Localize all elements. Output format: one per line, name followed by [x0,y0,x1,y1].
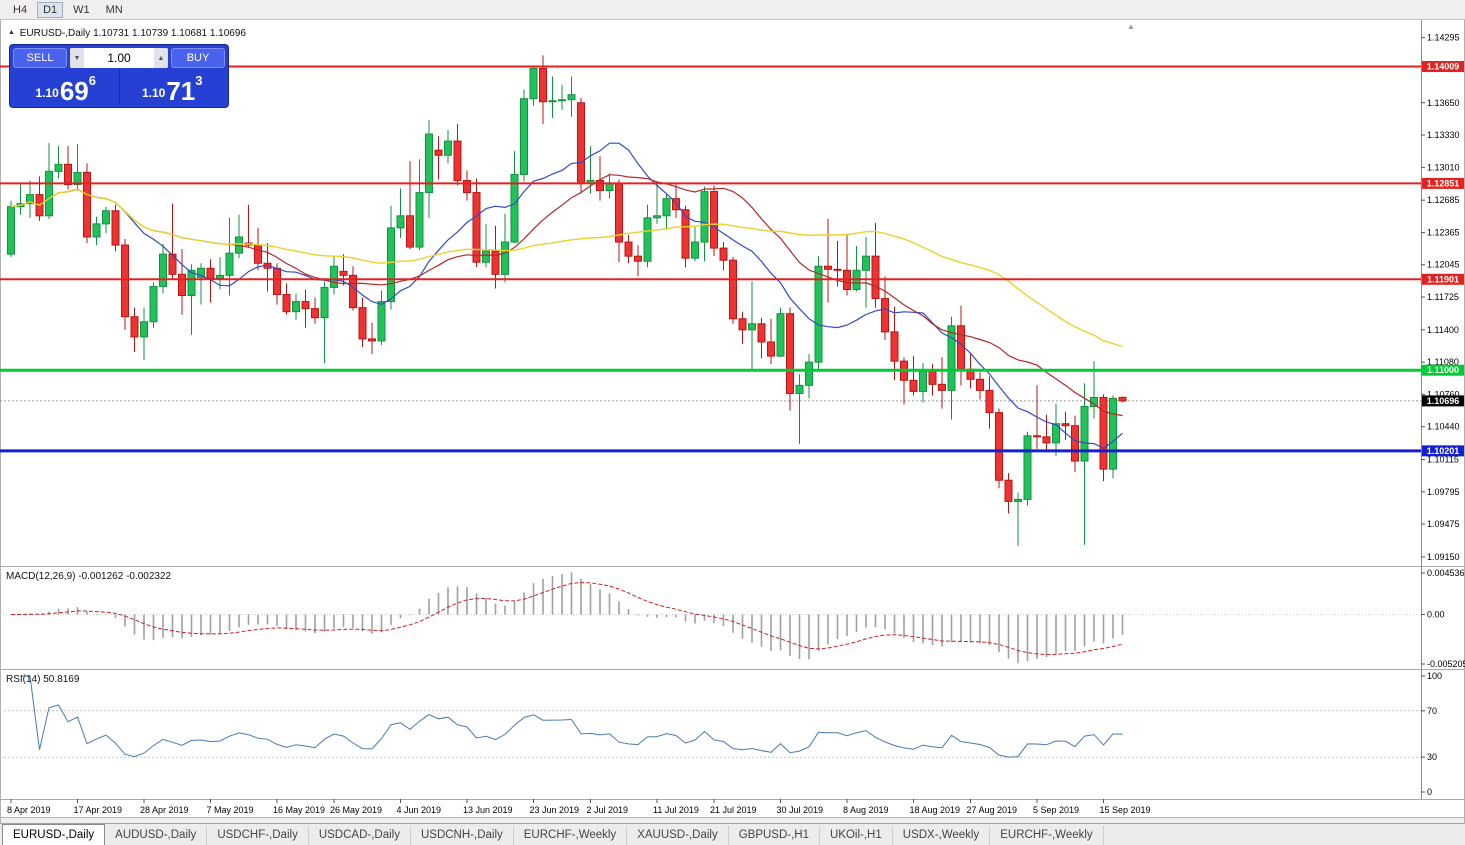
chart-tab-ukoil-h1[interactable]: UKOil-,H1 [820,826,893,845]
bid-price-big-digits: 69 [59,76,89,106]
svg-text:1.12685: 1.12685 [1427,195,1460,205]
svg-text:1.10201: 1.10201 [1427,446,1460,456]
svg-text:1.12045: 1.12045 [1427,260,1460,270]
svg-text:1.09150: 1.09150 [1427,552,1460,562]
timeframe-button-mn[interactable]: MN [100,2,129,18]
volume-decrease-button[interactable]: ▼ [70,48,84,68]
svg-text:13 Jun 2019: 13 Jun 2019 [463,805,513,815]
svg-text:21 Jul 2019: 21 Jul 2019 [710,805,757,815]
ask-price-big-digits: 71 [166,76,196,106]
svg-text:8 Aug 2019: 8 Aug 2019 [843,805,889,815]
chart-tabs-bar: EURUSD-,Daily AUDUSD-,Daily USDCHF-,Daily U… [0,823,1465,845]
svg-text:28 Apr 2019: 28 Apr 2019 [140,805,189,815]
volume-input[interactable] [84,48,154,68]
svg-text:0.00: 0.00 [1427,610,1445,620]
timeframe-button-d1[interactable]: D1 [37,1,64,18]
svg-text:18 Aug 2019: 18 Aug 2019 [910,805,961,815]
svg-text:70: 70 [1427,706,1437,716]
svg-text:1.12365: 1.12365 [1427,227,1460,237]
svg-text:1.11080: 1.11080 [1427,357,1459,367]
trade-panel-controls: SELL ▼ ▲ BUY [13,48,225,68]
svg-text:1.10440: 1.10440 [1427,422,1460,432]
svg-text:1.12851: 1.12851 [1427,178,1460,188]
volume-increase-button[interactable]: ▲ [154,48,168,68]
chart-tab-eurchf-weekly-2[interactable]: EURCHF-,Weekly [990,826,1104,845]
chart-shift-marker-icon[interactable]: ▲ [1127,22,1135,31]
svg-text:1.13010: 1.13010 [1427,162,1460,172]
chart-tab-eurusd-daily[interactable]: EURUSD-,Daily [2,824,106,845]
svg-text:1.13650: 1.13650 [1427,98,1460,108]
svg-text:16 May 2019: 16 May 2019 [273,805,325,815]
svg-text:1.11400: 1.11400 [1427,325,1459,335]
chart-symbol-period: EURUSD-,Daily [19,28,91,39]
chart-tab-usdcad-daily[interactable]: USDCAD-,Daily [309,826,411,845]
ask-price-pip-digit: 3 [195,73,203,88]
bid-price-display[interactable]: 1.10 69 6 [13,70,120,104]
svg-text:1.10760: 1.10760 [1427,389,1460,399]
collapse-arrow-icon[interactable]: ▲ [8,29,15,36]
svg-text:1.09475: 1.09475 [1427,519,1460,529]
ask-price-display[interactable]: 1.10 71 3 [120,70,226,104]
sell-button[interactable]: SELL [13,48,67,68]
chart-tab-audusd-daily[interactable]: AUDUSD-,Daily [105,826,208,845]
svg-text:1.11725: 1.11725 [1427,292,1459,302]
svg-text:30 Jul 2019: 30 Jul 2019 [777,805,824,815]
svg-text:1.09795: 1.09795 [1427,487,1460,497]
timeframe-toolbar: H4 D1 W1 MN [0,0,1465,20]
chart-tab-usdchf-daily[interactable]: USDCHF-,Daily [207,826,309,845]
svg-text:7 May 2019: 7 May 2019 [207,805,254,815]
svg-text:23 Jun 2019: 23 Jun 2019 [530,805,580,815]
volume-control: ▼ ▲ [70,48,168,68]
svg-text:30: 30 [1427,752,1437,762]
svg-text:0: 0 [1427,787,1432,797]
svg-text:17 Apr 2019: 17 Apr 2019 [74,805,123,815]
chart-ohlc-readout: 1.10731 1.10739 1.10681 1.10696 [93,28,246,39]
svg-text:27 Aug 2019: 27 Aug 2019 [967,805,1018,815]
svg-text:26 May 2019: 26 May 2019 [330,805,382,815]
svg-text:1.14295: 1.14295 [1427,33,1460,43]
svg-text:1.13330: 1.13330 [1427,130,1460,140]
buy-button[interactable]: BUY [171,48,225,68]
svg-text:4 Jun 2019: 4 Jun 2019 [397,805,442,815]
svg-text:100: 100 [1427,671,1442,681]
svg-text:8 Apr 2019: 8 Apr 2019 [7,805,51,815]
timeframe-button-w1[interactable]: W1 [67,2,96,18]
svg-text:1.11000: 1.11000 [1427,365,1459,375]
bid-price-prefix: 1.10 [35,86,59,100]
trade-panel-prices: 1.10 69 6 1.10 71 3 [13,70,225,104]
rsi-indicator-label: RSI(14) 50.8169 [6,674,80,685]
svg-text:1.10696: 1.10696 [1427,396,1460,406]
svg-text:1.10115: 1.10115 [1427,455,1459,465]
chart-tab-gbpusd-h1[interactable]: GBPUSD-,H1 [729,826,820,845]
svg-text:1.14009: 1.14009 [1427,62,1460,72]
svg-text:5 Sep 2019: 5 Sep 2019 [1033,805,1079,815]
chart-tab-usdx-weekly[interactable]: USDX-,Weekly [893,826,991,845]
svg-text:11 Jul 2019: 11 Jul 2019 [653,805,699,815]
chart-tab-usdcnh-daily[interactable]: USDCNH-,Daily [411,826,514,845]
svg-text:2 Jul 2019: 2 Jul 2019 [587,805,629,815]
svg-text:1.11901: 1.11901 [1427,274,1459,284]
macd-indicator-label: MACD(12,26,9) -0.001262 -0.002322 [6,571,172,582]
svg-text:15 Sep 2019: 15 Sep 2019 [1100,805,1151,815]
svg-text:0.004536: 0.004536 [1427,568,1465,578]
svg-text:-0.005205: -0.005205 [1427,659,1465,669]
price-chart-canvas[interactable]: 1.14295 1.13650 1.13330 1.13010 1.12685 1.123… [0,20,1465,823]
ask-price-prefix: 1.10 [141,86,166,100]
chart-title: ▲ EURUSD-,Daily 1.10731 1.10739 1.10681 … [8,28,246,39]
chart-tab-xauusd-daily[interactable]: XAUUSD-,Daily [627,826,729,845]
timeframe-button-h4[interactable]: H4 [7,2,33,18]
chart-tab-eurchf-weekly[interactable]: EURCHF-,Weekly [514,826,628,845]
chart-window: 1.14295 1.13650 1.13330 1.13010 1.12685 1.123… [0,20,1465,823]
bid-price-pip-digit: 6 [88,73,96,88]
